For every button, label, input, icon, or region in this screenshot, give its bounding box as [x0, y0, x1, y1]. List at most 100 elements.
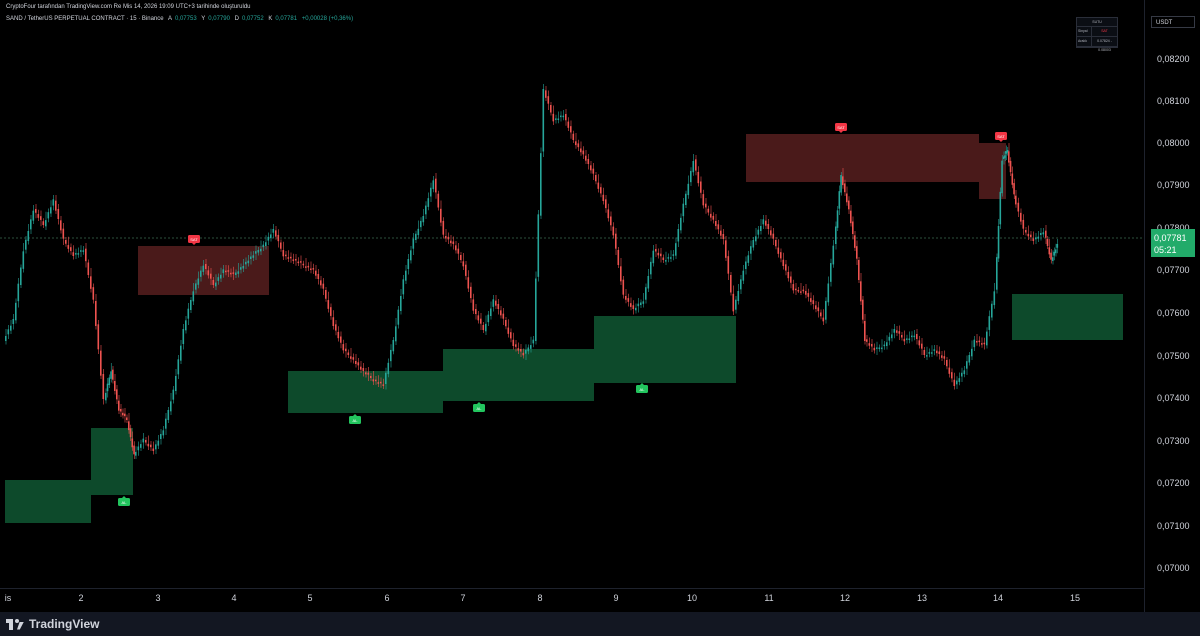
buy-signal-marker-badge — [473, 404, 485, 412]
candle-body — [637, 303, 640, 307]
sell-signal-marker[interactable]: SAT — [188, 235, 200, 245]
bar-countdown: 05:21 — [1154, 245, 1177, 255]
candle-body — [112, 369, 114, 380]
candle-body — [525, 349, 527, 354]
candle-body — [722, 234, 725, 239]
chart-area[interactable]: AL AL AL AL SAT SAT SAT — [0, 0, 1144, 612]
candle-body — [802, 289, 805, 292]
candle-body — [118, 400, 120, 411]
candle-body — [232, 272, 235, 274]
candle-body — [322, 283, 325, 289]
candle-body — [846, 193, 848, 203]
price-tick-label: 0,07300 — [1157, 436, 1190, 446]
signal-key: Sinyal — [1077, 27, 1092, 36]
sell-signal-marker-label: SAT — [837, 125, 845, 130]
candle-body — [357, 362, 360, 366]
candle-body — [898, 331, 901, 334]
candle-body — [150, 444, 152, 448]
candle-body — [392, 340, 395, 352]
candle-body — [1042, 232, 1045, 235]
candle-body — [780, 252, 782, 259]
price-tick-label: 0,08000 — [1157, 138, 1190, 148]
candle-body — [825, 300, 827, 320]
signal-info-panel: SUTU Sinyal SAT Aralık 0.07824 - 0.08003 — [1076, 17, 1118, 52]
currency-button[interactable]: USDT — [1151, 16, 1195, 28]
time-axis[interactable]: is 2 3 4 5 6 7 8 9 10 11 12 13 14 15 — [0, 588, 1144, 609]
buy-signal-marker[interactable]: AL — [473, 402, 485, 412]
tradingview-logo-icon — [6, 618, 24, 630]
candle-body — [535, 278, 537, 341]
buy-signal-marker[interactable]: AL — [118, 496, 130, 506]
candle-body — [717, 224, 720, 230]
candle-body — [896, 330, 898, 333]
candle-body — [142, 438, 145, 443]
sell-signal-marker[interactable]: SAT — [835, 123, 847, 133]
candle-body — [817, 307, 820, 312]
candle-body — [377, 382, 380, 384]
candle-body — [1056, 244, 1059, 248]
candle-body — [255, 251, 257, 254]
candle-body — [903, 338, 906, 342]
candle-body — [991, 303, 993, 318]
candle-body — [295, 259, 297, 261]
top-bar: CryptoFour tarafından TradingView.com Re… — [0, 0, 1200, 15]
candle-body — [222, 269, 225, 274]
candle-body — [375, 379, 377, 382]
candle-body — [1003, 156, 1005, 159]
candle-body — [40, 216, 42, 220]
candle-body — [921, 343, 923, 349]
candle-body — [1040, 233, 1042, 235]
sell-signal-marker-pointer-icon — [839, 131, 843, 133]
candle-body — [260, 248, 262, 252]
candle-body — [7, 329, 10, 335]
symbol-title[interactable]: SAND / TetherUS PERPETUAL CONTRACT · 15 … — [6, 16, 164, 22]
symbol-legend[interactable]: SAND / TetherUS PERPETUAL CONTRACT · 15 … — [6, 13, 356, 25]
candle-body — [250, 256, 252, 259]
time-tick-label: 2 — [78, 593, 84, 603]
candle-body — [247, 260, 250, 264]
sell-signal-marker-pointer-icon — [999, 140, 1003, 142]
price-chart[interactable]: AL AL AL AL SAT SAT SAT — [0, 0, 1144, 588]
candle-body — [487, 314, 490, 323]
candle-body — [931, 352, 933, 354]
candle-body — [585, 155, 587, 161]
high-label: Y — [201, 16, 206, 22]
buy-signal-marker[interactable]: AL — [349, 414, 361, 424]
candle-body — [395, 326, 397, 342]
close-label: K — [268, 16, 273, 22]
price-axis[interactable]: USDT 0,08200 0,08100 0,08000 0,07900 0,07800… — [1144, 0, 1200, 612]
sell-signal-marker[interactable]: SAT — [995, 132, 1007, 142]
candle-body — [864, 321, 866, 341]
candle-body — [267, 236, 270, 241]
candle-body — [340, 336, 342, 343]
candle-body — [795, 288, 797, 291]
candle-body — [167, 410, 170, 420]
candle-body — [57, 209, 60, 219]
candle-body — [126, 417, 128, 420]
candle-body — [682, 203, 685, 217]
candle-body — [427, 198, 430, 207]
buy-zone — [91, 428, 133, 495]
candle-body — [785, 264, 787, 271]
time-tick-label: 13 — [916, 593, 928, 603]
last-price-value: 0,07781 — [1154, 233, 1187, 243]
candle-body — [1053, 251, 1056, 256]
tradingview-logo[interactable]: TradingView — [6, 617, 99, 631]
price-tick-label: 0,07900 — [1157, 180, 1190, 190]
candle-body — [432, 180, 435, 190]
candle-body — [632, 305, 635, 309]
candle-body — [540, 153, 542, 216]
candle-body — [12, 319, 15, 324]
price-tick-label: 0,07600 — [1157, 308, 1190, 318]
candle-body — [90, 276, 92, 289]
change-value: +0,00028 (+0,36%) — [301, 16, 354, 22]
candle-body — [22, 251, 25, 269]
candle-body — [988, 316, 991, 330]
candle-body — [447, 236, 450, 240]
candle-body — [868, 343, 871, 346]
candle-body — [95, 301, 97, 326]
candle-body — [492, 299, 495, 307]
candle-body — [862, 299, 864, 320]
candle-body — [891, 334, 893, 339]
buy-signal-marker[interactable]: AL — [636, 383, 648, 393]
